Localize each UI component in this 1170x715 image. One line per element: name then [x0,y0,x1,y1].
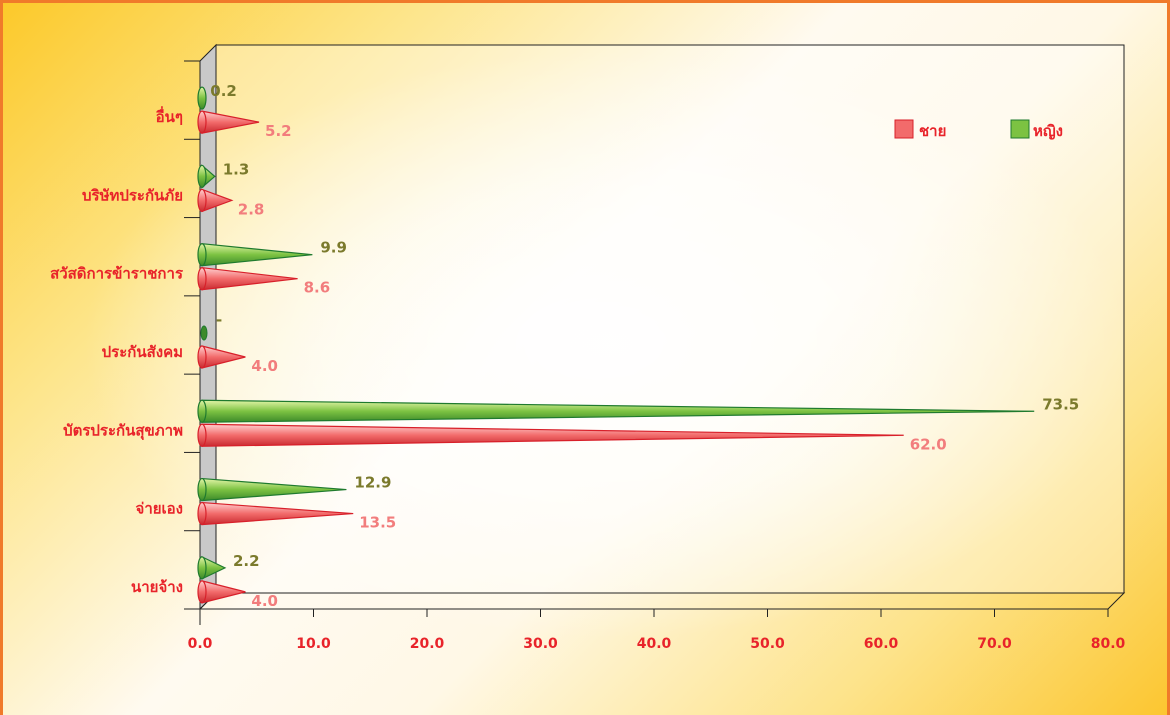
bar-female-base [197,164,207,189]
category-label: ประกันสังคม [102,343,183,361]
data-label-male: 62.0 [910,435,947,453]
bar-male-base [197,580,207,604]
category-label: บัตรประกันสุขภาพ [63,421,183,440]
x-tick-label: 0.0 [188,636,213,652]
data-label-female: 0.2 [210,82,237,100]
bar-chart: 0.0 10.0 20.0 30.0 40.0 50.0 60.0 70.0 80.0 นายจ… [50,43,1126,652]
category-label: อื่นๆ [156,106,183,126]
x-tick-label: 70.0 [977,636,1012,652]
plot-area [184,43,1126,625]
data-label-male: 8.6 [304,279,331,297]
bar-male-base [197,110,207,134]
bar-male-base [197,188,207,213]
x-axis: 0.0 10.0 20.0 30.0 40.0 50.0 60.0 70.0 80.0 [188,608,1126,652]
bar-female-base [197,399,207,423]
plot-floor [198,592,1126,610]
category-label: จ่ายเอง [136,500,183,518]
plot-back-wall [215,44,1125,594]
data-label-female: 2.2 [233,552,260,570]
data-label-male: 13.5 [359,514,396,532]
x-tick-label: 60.0 [864,636,899,652]
data-label-male: 2.8 [238,200,265,218]
legend-label-male: ชาย [919,122,946,140]
bar-female-base [197,477,207,502]
bar-male-base [197,267,207,291]
bar-female-base [197,556,207,580]
y-axis: นายจ้าง จ่ายเอง บัตรประกันสุขภาพ ประกันสังค… [50,106,200,610]
data-label-male: 5.2 [265,122,292,140]
data-label-female: - [216,311,222,329]
bar-male-base [197,345,207,369]
bar-female-empty [200,325,208,341]
legend-swatch-female [1010,119,1030,139]
data-label-male: 4.0 [251,592,278,610]
bar-male-base [197,501,207,526]
legend-swatch-male [894,119,914,139]
bar-female-base [197,86,207,110]
legend: ชาย หญิง [894,119,1063,140]
x-tick-label: 20.0 [410,636,445,652]
data-label-female: 73.5 [1042,395,1079,413]
data-label-female: 1.3 [223,160,250,178]
x-tick-label: 10.0 [296,636,331,652]
x-tick-label: 80.0 [1091,636,1126,652]
bar-male-base [197,423,207,447]
data-label-female: 12.9 [354,474,391,492]
bars: 2.2 4.0 12.9 13.5 73.5 62.0 - 4.0 9.9 8.6 1.3 2.8 0.… [197,82,1079,610]
data-label-female: 9.9 [320,239,347,257]
bar-female-base [197,243,207,267]
x-tick-label: 50.0 [750,636,785,652]
x-tick-label: 40.0 [637,636,672,652]
category-label: นายจ้าง [131,578,183,596]
legend-label-female: หญิง [1033,122,1063,140]
category-label: สวัสดิการข้าราชการ [50,265,184,283]
data-label-male: 4.0 [251,357,278,375]
category-label: บริษัทประกันภัย [82,186,183,204]
x-tick-label: 30.0 [523,636,558,652]
